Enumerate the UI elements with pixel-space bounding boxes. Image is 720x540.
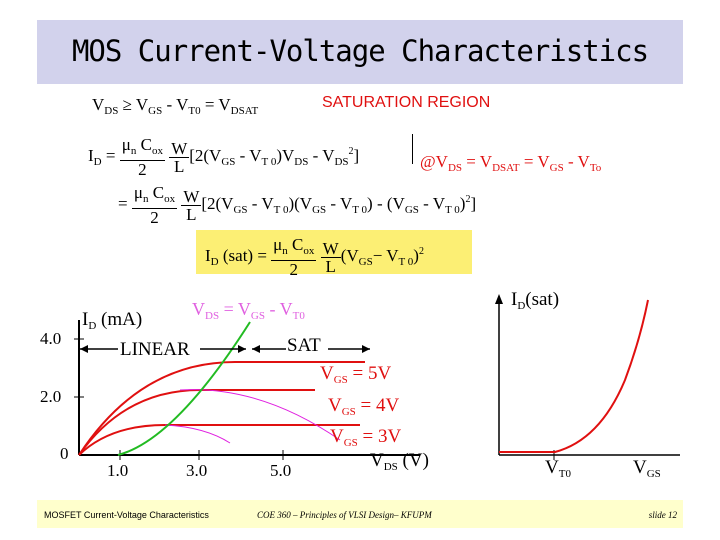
curve-pink-lower — [164, 424, 231, 444]
x-axis-label: VDS (V) — [370, 450, 429, 473]
sat-arrow-left-head — [252, 345, 260, 353]
sat-region-label: SAT — [287, 335, 321, 356]
linear-arrow-right-head — [238, 345, 246, 353]
drain-current-equation: ID = μn Cox 2 W L [2(VGS - VT 0)VDS - VDS2] — [88, 135, 360, 179]
y-tick-label-0: 0 — [60, 444, 69, 463]
footer-bar: MOSFET Current-Voltage Characteristics C… — [37, 500, 683, 528]
footer-center: COE 360 – Principles of VLSI Design– KFU… — [257, 510, 432, 520]
slide-title: MOS Current-Voltage Characteristics — [71, 34, 649, 68]
saturation-current-box — [196, 230, 472, 274]
vgs-3-label: VGS = 3V — [330, 426, 402, 449]
right-y-axis-label: ID(sat) — [511, 289, 560, 312]
saturation-condition-note: @VDS = VDSAT = VGS - VTo — [420, 152, 602, 174]
right-y-axis-arrow — [495, 294, 503, 304]
linear-arrow-left-head — [80, 345, 88, 353]
substituted-equation: = μn Cox 2 W L [2(VGS - VT 0)(VGS - VT 0) -… — [118, 183, 477, 227]
x-tick-label-1: 1.0 — [107, 461, 129, 480]
curve-vgs-4 — [78, 389, 315, 456]
curve-vgs-3 — [78, 424, 360, 456]
x-tick-label-5: 5.0 — [270, 461, 292, 480]
boundary-label: VDS = VGS - VT0 — [192, 299, 305, 322]
title-bar: MOS Current-Voltage Characteristics — [37, 20, 683, 84]
saturation-condition: VDS ≥ VGS - VT0 = VDSAT — [92, 95, 259, 117]
sat-arrow-right-head — [362, 345, 370, 353]
x-tick-label-3: 3.0 — [186, 461, 208, 480]
right-x-axis-label: VGS — [633, 457, 661, 480]
y-axis-label: ID (mA) — [82, 309, 143, 332]
vt0-label: VT0 — [545, 457, 571, 480]
y-tick-label-2: 2.0 — [40, 387, 62, 406]
footer-left: MOSFET Current-Voltage Characteristics — [44, 510, 209, 520]
curve-pink-upper — [179, 389, 341, 441]
saturation-current-equation: ID (sat) = μn Cox 2 W L (VGS− VT 0)2 — [205, 235, 424, 279]
y-tick-label-4: 4.0 — [40, 329, 62, 348]
saturation-current-curve — [499, 299, 649, 453]
vgs-5-label: VGS = 5V — [320, 363, 392, 386]
saturation-region-label: SATURATION REGION — [322, 94, 491, 111]
divider-line — [412, 134, 413, 164]
footer-right: slide 12 — [648, 510, 677, 520]
vgs-4-label: VGS = 4V — [328, 395, 400, 418]
linear-region-label: LINEAR — [120, 339, 190, 360]
